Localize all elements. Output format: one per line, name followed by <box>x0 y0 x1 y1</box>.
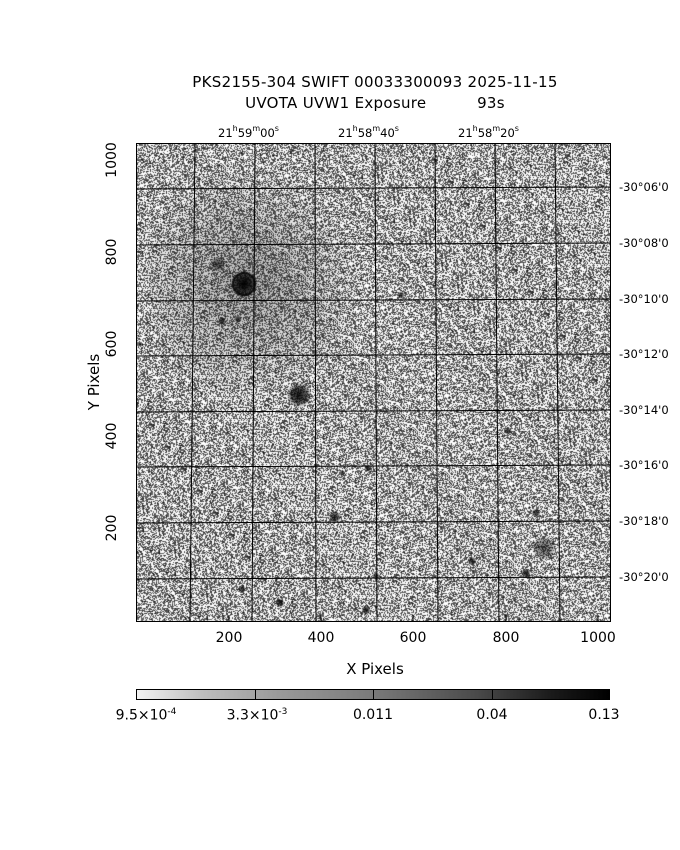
x-tick-label: 800 <box>492 630 520 646</box>
x-axis-label: X Pixels <box>346 660 404 678</box>
x-tick-label: 200 <box>215 630 243 646</box>
plot-subtitle: UVOTA UVW1 Exposure 93s <box>245 94 505 112</box>
ra-grid-line <box>554 143 561 622</box>
dec-grid-line <box>136 242 611 246</box>
dec-grid-line <box>136 520 611 524</box>
ra-grid-line <box>374 143 378 622</box>
dec-tick-label: -30°08'0 <box>619 236 669 250</box>
x-tick-label: 400 <box>307 630 335 646</box>
dec-grid-line <box>136 464 611 468</box>
dec-grid-line <box>136 353 611 357</box>
dec-grid-line <box>136 409 611 413</box>
dec-grid-line <box>136 186 611 190</box>
ra-grid-line <box>189 143 196 622</box>
dec-tick-label: -30°20'0 <box>619 570 669 584</box>
ra-grid-line <box>494 143 500 622</box>
ra-tick-label: 21h59m00s <box>218 124 279 140</box>
y-tick-label: 1000 <box>104 142 120 178</box>
x-tick-label: 600 <box>399 630 427 646</box>
dec-tick-label: -30°18'0 <box>619 514 669 528</box>
y-tick-label: 800 <box>104 238 120 266</box>
colorbar-label: 0.011 <box>352 707 394 723</box>
dec-tick-label: -30°10'0 <box>619 292 669 306</box>
ra-grid-line <box>314 143 317 622</box>
sky-image <box>136 143 611 622</box>
colorbar-label: 0.13 <box>588 707 620 723</box>
y-tick-label: 400 <box>104 422 120 450</box>
x-tick-label: 1000 <box>580 630 616 646</box>
dec-tick-label: -30°16'0 <box>619 458 669 472</box>
ra-tick-label: 21h58m40s <box>338 124 399 140</box>
ra-grid-line <box>251 143 256 622</box>
dec-grid-line <box>136 576 611 580</box>
plot-title: PKS2155-304 SWIFT 00033300093 2025-11-15 <box>192 73 558 91</box>
colorbar-label: 9.5×10-4 <box>115 707 177 724</box>
y-tick-label: 600 <box>104 330 120 358</box>
dec-tick-label: -30°14'0 <box>619 403 669 417</box>
y-tick-label: 200 <box>104 514 120 542</box>
plot-frame <box>136 143 611 622</box>
dec-tick-label: -30°06'0 <box>619 180 669 194</box>
dec-grid-line <box>136 298 611 302</box>
colorbar <box>136 689 610 700</box>
ra-tick-label: 21h58m20s <box>458 124 519 140</box>
ra-grid-line <box>434 143 439 622</box>
colorbar-label: 0.04 <box>476 707 508 723</box>
y-axis-label: Y Pixels <box>85 353 103 411</box>
colorbar-label: 3.3×10-3 <box>226 707 288 724</box>
dec-tick-label: -30°12'0 <box>619 347 669 361</box>
